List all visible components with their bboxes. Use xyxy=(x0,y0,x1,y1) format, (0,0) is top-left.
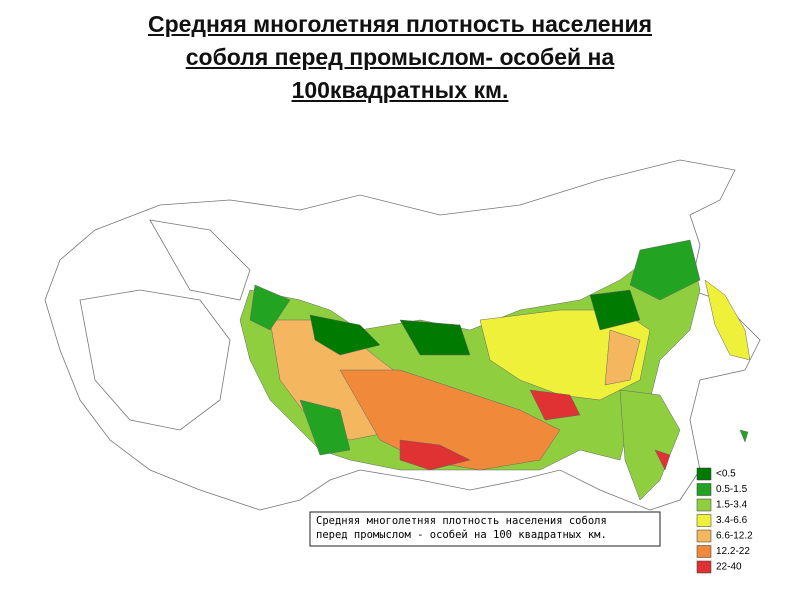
legend-label: 3.4-6.6 xyxy=(716,515,748,526)
regions xyxy=(239,239,751,501)
region xyxy=(309,314,381,356)
legend-swatch xyxy=(696,560,712,574)
legend-label: <0.5 xyxy=(716,469,736,480)
legend-label: 12.2-22 xyxy=(716,546,750,557)
legend-swatch xyxy=(696,467,712,481)
region xyxy=(529,389,581,421)
region xyxy=(399,439,471,471)
title-line: Средняя многолетняя плотность населения xyxy=(147,11,653,37)
region xyxy=(704,279,751,361)
legend-swatch xyxy=(696,514,712,527)
region xyxy=(619,389,681,501)
region xyxy=(79,289,231,431)
caption-line: перед промыслом - особей на 100 квадратн… xyxy=(316,529,607,541)
legend-swatch xyxy=(696,483,712,496)
legend-swatch xyxy=(696,529,712,543)
legend-label: 22-40 xyxy=(716,562,742,573)
region xyxy=(299,399,351,456)
region xyxy=(604,329,641,386)
caption-box xyxy=(309,511,661,547)
legend: <0.5 0.5-1.5 1.5-3.4 3.4-6.6 6.6-12.2 12.2-22… xyxy=(696,467,753,574)
legend-label: 1.5-3.4 xyxy=(716,500,748,511)
region xyxy=(739,429,749,443)
legend-swatch xyxy=(696,545,712,558)
region xyxy=(589,289,641,331)
region xyxy=(654,449,671,471)
title-line: соболя перед промыслом- особей на xyxy=(185,44,615,70)
caption-line: Средняя многолетняя плотность населения … xyxy=(316,515,607,527)
region xyxy=(399,319,471,356)
region xyxy=(249,284,291,331)
legend-label: 0.5-1.5 xyxy=(716,484,748,495)
legend-label: 6.6-12.2 xyxy=(716,531,753,542)
title: Средняя многолетняя плотность населения … xyxy=(40,8,760,107)
legend-swatch xyxy=(696,498,712,512)
region xyxy=(629,239,701,301)
title-line: 100квадратных км. xyxy=(291,77,509,103)
region xyxy=(149,219,251,301)
